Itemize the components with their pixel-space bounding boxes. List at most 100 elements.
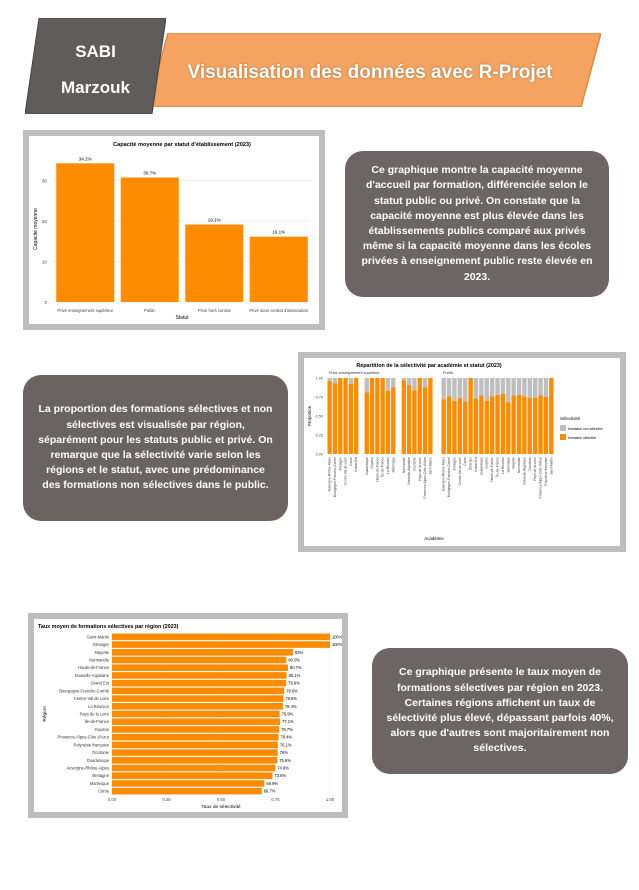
chart3-ytick: Hauts-de-France — [78, 665, 109, 670]
chart2-ylabel: Proportion — [307, 405, 312, 426]
chart2-bar-nonselective — [452, 378, 457, 401]
chart2-bar-nonselective — [500, 378, 506, 394]
chart3-bar — [112, 718, 281, 725]
chart3-bar — [112, 672, 287, 679]
chart2-bar-nonselective — [463, 378, 468, 402]
chart2-xtick: Auvergne-Rhône-Alpes — [328, 457, 332, 492]
chart3-value-label: 100% — [332, 634, 342, 639]
chart2-bar-nonselective — [479, 378, 484, 396]
chart2-xtick: Bourgogne-Franche-Comté — [447, 457, 451, 497]
chart2-bar-nonselective — [441, 378, 446, 400]
chart3-bar — [112, 695, 284, 702]
chart2-bar-selective — [495, 394, 500, 454]
chart1-bar — [56, 163, 115, 302]
chart2-xtick: Pays de la Loire — [533, 457, 537, 481]
chart3-bar — [112, 726, 280, 733]
chart3-bar — [112, 741, 278, 749]
chart3-xlabel: Taux de sélectivité — [201, 804, 241, 810]
chart2-legend-label: formation sélective — [568, 436, 596, 440]
chart2-panel-label: Public — [443, 371, 453, 375]
chart2-bar-selective — [527, 397, 532, 454]
chart2-xtick: Étranger — [468, 456, 473, 470]
chart2-bar-selective — [532, 397, 538, 454]
chart3-xtick: 0.00 — [108, 797, 117, 802]
chart3-ytick: Mayotte — [94, 650, 109, 655]
chart1-ytick: 30 — [42, 178, 48, 183]
chart2-bar-nonselective — [489, 378, 495, 397]
chart2-xtick: Grand Est — [354, 457, 358, 472]
chart2-xtick: Saint-Martin — [428, 457, 432, 475]
chart2-bar-nonselective — [538, 378, 543, 396]
chart2-xtick: Hauts-de-France — [490, 457, 494, 482]
chart2-bar-selective — [452, 400, 457, 454]
chart2-xtick: Corse — [349, 457, 353, 466]
chart2-xtick: Occitanie — [528, 457, 532, 471]
chart1-value-label: 34.2% — [79, 156, 92, 161]
chart2-bar-selective — [511, 395, 516, 454]
chart3-xtick: 0.75 — [271, 797, 280, 802]
chart3-ytick: Centre-Val de Loire — [74, 696, 110, 701]
chart1-xtick: Public — [144, 308, 155, 313]
chart2-ytick: 0.25 — [316, 434, 323, 438]
chart3-value-label: 79.9% — [288, 681, 300, 686]
chart2-bar-nonselective — [412, 378, 417, 391]
chart1-ytick: 10 — [42, 259, 48, 264]
chart3-ytick: Pays de la Loire — [80, 712, 110, 717]
chart2-bar-selective — [468, 378, 473, 454]
chart3-bar — [112, 787, 262, 795]
chart2-xtick: Normandie — [517, 457, 521, 473]
chart3-bar — [112, 633, 330, 641]
chart2-xtick: Corse — [463, 457, 467, 466]
chart2-bar-nonselective — [332, 378, 338, 384]
chart2-xtick: Martinique — [391, 457, 395, 473]
chart2-xtick: Nouvelle-Aquitaine — [407, 457, 411, 485]
chart2-bar-selective — [375, 378, 380, 454]
chart2-xtick: Bretagne — [452, 457, 456, 471]
chart3-ytick: Nouvelle-Aquitaine — [75, 673, 110, 678]
chart1-xtick: Privé hors contrat — [198, 308, 232, 313]
chart2-bar-selective — [549, 378, 554, 454]
chart2-xtick: Île-de-France — [381, 457, 385, 478]
chart2-bar-selective — [364, 392, 369, 454]
chart2-bar-selective — [380, 378, 385, 454]
chart3-value-label: 80.1% — [289, 673, 301, 678]
chart3-bar — [112, 664, 288, 671]
chart3-ytick: Étranger — [93, 642, 109, 647]
chart1-value-label: 19.1% — [208, 218, 221, 223]
chart3-value-label: 76.4% — [281, 735, 293, 740]
chart2-bar-nonselective — [422, 378, 428, 388]
chart3-ytick: La Réunion — [88, 704, 110, 709]
chart2-bar-nonselective — [516, 378, 522, 395]
chart2-xtick: Guyane — [485, 457, 489, 469]
chart3-ytick: Guyane — [95, 727, 110, 732]
chart2-bar-selective — [353, 378, 359, 454]
chart2-xtick: Bretagne — [338, 457, 342, 471]
chart3-ytick: Auvergne-Rhône-Alpes — [66, 766, 109, 771]
chart3-value-label: 79.0% — [286, 688, 298, 693]
chart3-bar — [112, 656, 287, 664]
chart1-ytick: 0 — [44, 300, 47, 305]
chart2-legend-title: Sélectivité — [560, 416, 581, 421]
author-last: Marzouk — [61, 78, 130, 97]
chart2-legend-swatch — [560, 434, 566, 440]
chart3-xtick: 0.50 — [217, 797, 226, 802]
chart3-ytick: Occitanie — [92, 750, 110, 755]
chart2-bar-selective — [327, 381, 332, 454]
chart2-title: Répartition de la sélectivité par académ… — [356, 363, 502, 369]
chart2-bar-selective — [484, 400, 489, 454]
chart1-title: Capacité moyenne par statut d'établissem… — [113, 142, 251, 148]
chart3-bar — [112, 772, 273, 779]
chart2-xtick: La Réunion — [501, 457, 505, 474]
chart2-bar-selective — [500, 393, 506, 454]
chart3-bar — [112, 733, 279, 741]
chart2-legend-swatch — [560, 425, 566, 431]
chart2-ytick: 0.75 — [316, 396, 323, 400]
chart2-bar-selective — [446, 396, 452, 454]
selectivity-stacked-chart: Répartition de la sélectivité par académ… — [307, 363, 603, 541]
chart3-value-label: 78.4% — [285, 704, 297, 709]
chart3-xtick: 0.25 — [162, 797, 171, 802]
chart3-description-text: Ce graphique présente le taux moyen de f… — [386, 666, 614, 755]
chart2-xtick: Guadeloupe — [479, 457, 483, 475]
chart3-value-label: 83% — [295, 650, 304, 655]
chart2-bar-selective — [441, 399, 446, 454]
